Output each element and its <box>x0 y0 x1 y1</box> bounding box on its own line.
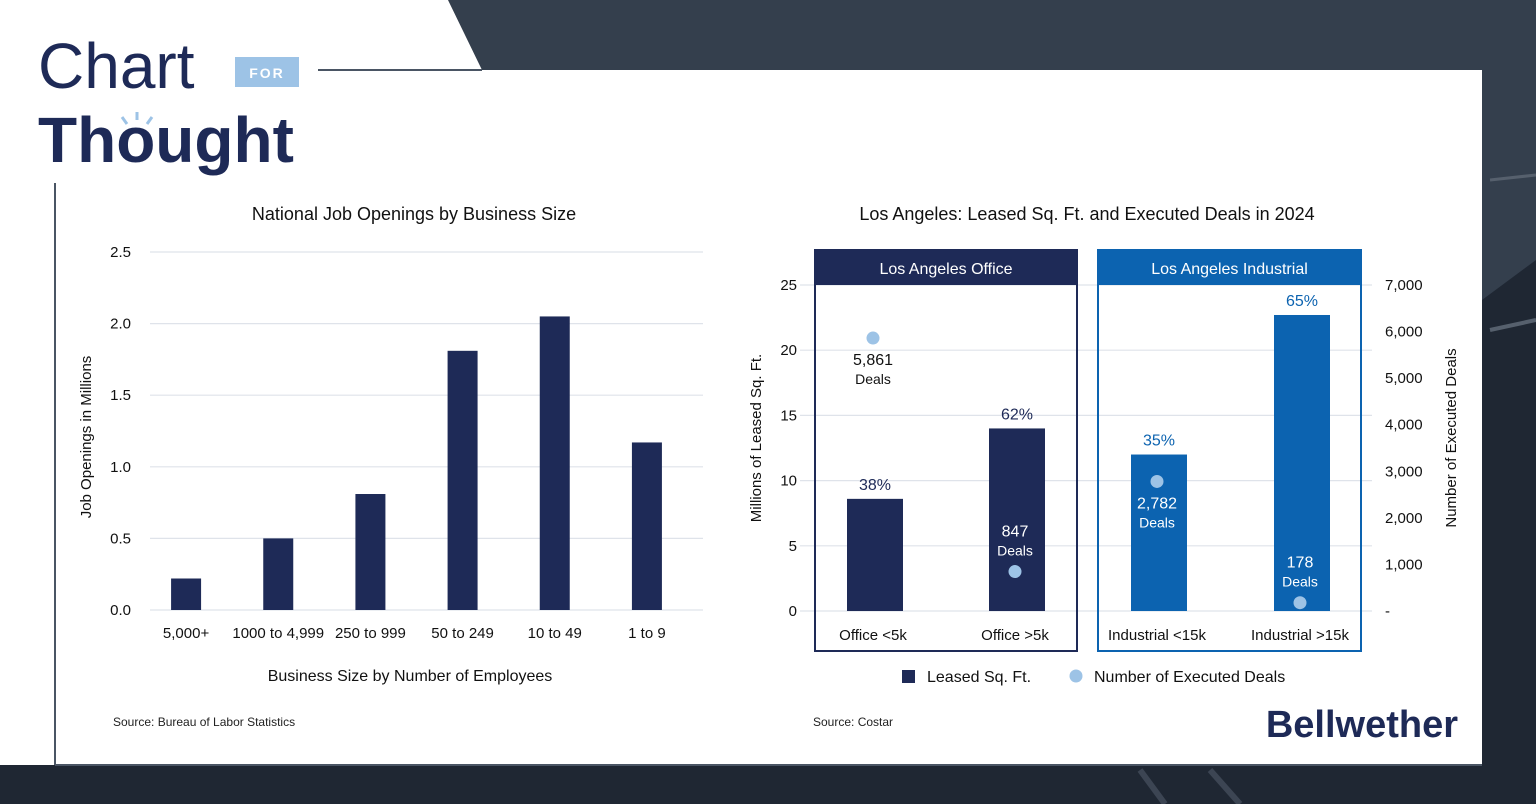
panel-header-label: Los Angeles Industrial <box>1151 261 1308 278</box>
job-openings-chart: National Job Openings by Business Size J… <box>78 204 703 729</box>
bar-percent-label: 62% <box>1001 406 1033 423</box>
x-tick-label: 50 to 249 <box>431 625 494 642</box>
y2-tick-label: 3,000 <box>1385 463 1423 480</box>
deal-count-label: 847 <box>1002 524 1029 541</box>
x-tick-label: 10 to 49 <box>528 625 582 642</box>
logo-badge-text: FOR <box>249 65 285 81</box>
y2-tick-label: 7,000 <box>1385 277 1423 294</box>
y-tick-label: 0 <box>789 603 797 620</box>
bellwether-logo: Bellwether <box>1266 704 1458 746</box>
x-tick-label: 5,000+ <box>163 625 210 642</box>
bar <box>847 498 903 611</box>
chart1-y-axis-label: Job Openings in Millions <box>78 356 95 519</box>
x-tick-label: Industrial <15k <box>1108 627 1206 644</box>
deal-unit-label: Deals <box>997 543 1033 559</box>
bar <box>447 350 478 610</box>
x-tick-label: 1 to 9 <box>628 625 666 642</box>
y2-tick-label: 4,000 <box>1385 417 1423 434</box>
bar-percent-label: 35% <box>1143 433 1175 450</box>
legend-bar-label: Leased Sq. Ft. <box>927 669 1031 686</box>
bar <box>1274 314 1330 611</box>
y2-tick-label: - <box>1385 603 1390 620</box>
bar-percent-label: 65% <box>1286 293 1318 310</box>
y-tick-label: 5 <box>789 538 797 555</box>
chart2-title: Los Angeles: Leased Sq. Ft. and Executed… <box>859 204 1314 224</box>
bar <box>631 442 662 610</box>
y-tick-label: 2.0 <box>110 316 131 333</box>
chart2-source: Source: Costar <box>813 715 893 729</box>
legend-dot-label: Number of Executed Deals <box>1094 669 1285 686</box>
chart2-y-axis-label: Millions of Leased Sq. Ft. <box>748 354 765 522</box>
y-tick-label: 20 <box>780 342 797 359</box>
y-tick-label: 0.0 <box>110 602 131 619</box>
y-tick-label: 10 <box>780 473 797 490</box>
deal-dot <box>1293 596 1307 610</box>
x-tick-label: Office >5k <box>981 627 1049 644</box>
deal-count-label: 2,782 <box>1137 495 1177 512</box>
deal-dot <box>1008 565 1022 579</box>
chart2-y2-axis-label: Number of Executed Deals <box>1443 348 1460 527</box>
bar-percent-label: 38% <box>859 477 891 494</box>
bar <box>539 316 570 610</box>
legend-bar-swatch <box>902 670 915 683</box>
y2-tick-label: 5,000 <box>1385 370 1423 387</box>
x-tick-label: Industrial >15k <box>1251 627 1349 644</box>
lightbulb-icon <box>120 112 154 125</box>
deal-count-label: 178 <box>1287 555 1314 572</box>
y-tick-label: 15 <box>780 407 797 424</box>
bar <box>263 538 294 610</box>
panel-header <box>815 250 1077 285</box>
panel-header-label: Los Angeles Office <box>879 261 1012 278</box>
y2-tick-label: 1,000 <box>1385 556 1423 573</box>
deal-dot <box>1150 474 1164 488</box>
la-leasing-chart: Los Angeles: Leased Sq. Ft. and Executed… <box>748 204 1460 729</box>
y-tick-label: 0.5 <box>110 530 131 547</box>
deal-unit-label: Deals <box>1282 574 1318 590</box>
y-tick-label: 1.5 <box>110 387 131 404</box>
y-tick-label: 25 <box>780 277 797 294</box>
bar <box>171 578 202 610</box>
chart1-title: National Job Openings by Business Size <box>252 204 576 224</box>
y2-tick-label: 6,000 <box>1385 324 1423 341</box>
chart2-legend: Leased Sq. Ft. Number of Executed Deals <box>902 669 1285 686</box>
chart1-source: Source: Bureau of Labor Statistics <box>113 715 295 729</box>
chart1-x-axis-label: Business Size by Number of Employees <box>268 668 553 685</box>
y-tick-label: 2.5 <box>110 244 131 261</box>
panel-header <box>1098 250 1361 285</box>
legend-dot-swatch <box>1069 669 1083 683</box>
deal-dot <box>866 331 880 345</box>
deal-unit-label: Deals <box>855 371 891 387</box>
y2-tick-label: 2,000 <box>1385 510 1423 527</box>
x-tick-label: Office <5k <box>839 627 907 644</box>
x-tick-label: 1000 to 4,999 <box>232 625 324 642</box>
chart-for-thought-logo: Chart FOR Thought <box>38 30 299 176</box>
bar <box>989 428 1045 611</box>
deal-unit-label: Deals <box>1139 514 1175 530</box>
deal-count-label: 5,861 <box>853 352 893 369</box>
bar <box>355 494 386 610</box>
x-tick-label: 250 to 999 <box>335 625 406 642</box>
logo-badge <box>235 57 299 87</box>
logo-word-thought: Thought <box>38 104 294 176</box>
y-tick-label: 1.0 <box>110 459 131 476</box>
logo-word-chart: Chart <box>38 30 195 102</box>
